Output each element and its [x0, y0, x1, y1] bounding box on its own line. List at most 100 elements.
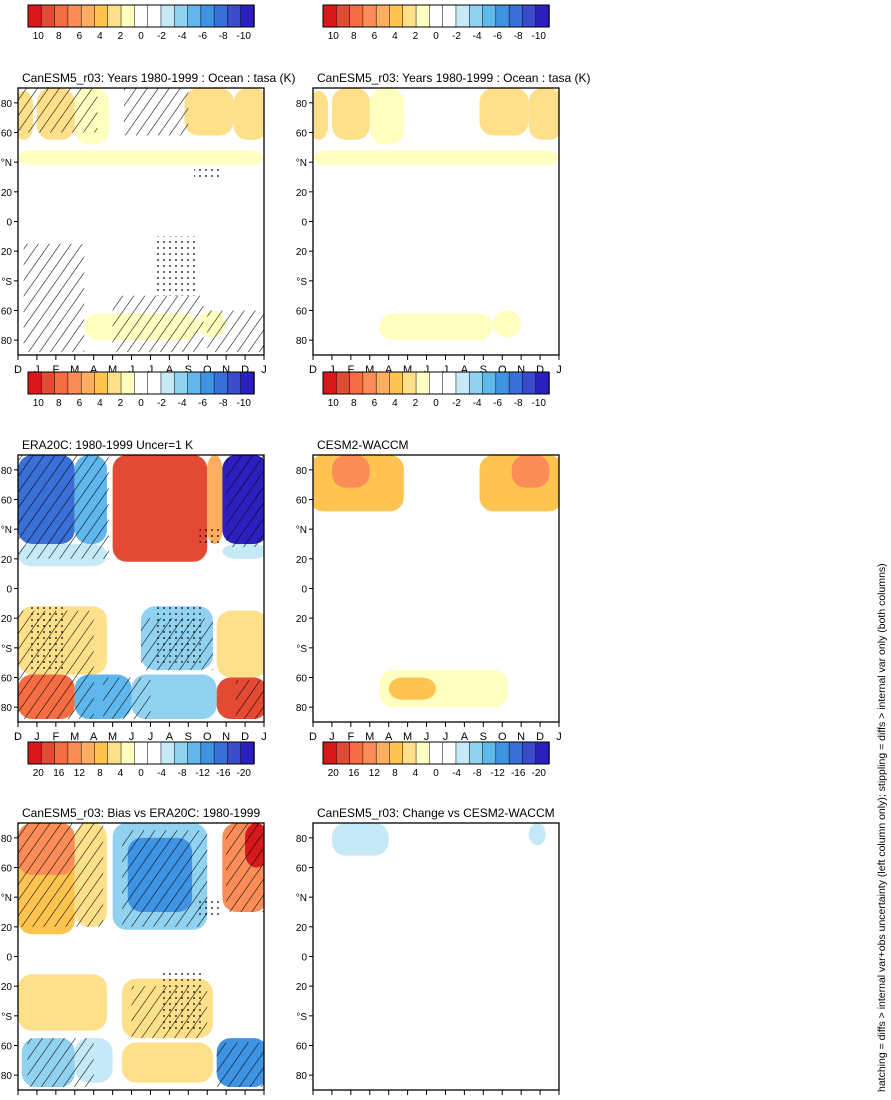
lat-label: 0	[301, 953, 307, 964]
colorbar-label: -4	[178, 31, 187, 42]
lat-label: °S	[296, 644, 307, 655]
colorbar-label: -20	[237, 768, 252, 779]
month-label: M	[403, 731, 412, 743]
month-label: M	[108, 364, 117, 376]
colorbar-swatch	[227, 371, 242, 395]
lat-label: 80	[296, 834, 308, 845]
lat-label: 60	[296, 496, 308, 507]
colorbar-label: 0	[138, 768, 144, 779]
month-label: N	[517, 364, 525, 376]
month-label: J	[556, 364, 562, 376]
lat-label: 60	[296, 129, 308, 140]
contour-region	[18, 974, 107, 1031]
colorbar-label: 4	[118, 768, 124, 779]
colorbar: 10 8 6 4 2 0 -2 -4 -6 -8 -10	[27, 4, 255, 42]
panel-title: CanESM5_r03: Years 1980-1999 : Ocean : t…	[317, 71, 591, 85]
colorbar-label: 8	[351, 31, 357, 42]
panel-title: CanESM5_r03: Years 1980-1999 : Ocean : t…	[22, 71, 296, 85]
colorbar-swatch	[27, 741, 43, 765]
colorbar-swatch	[402, 371, 417, 395]
month-label: M	[70, 731, 79, 743]
colorbar-label: 0	[138, 398, 144, 409]
colorbar: 10 8 6 4 2 0 -2 -4 -6 -8 -10	[322, 4, 550, 42]
contour-region	[492, 310, 522, 338]
month-label: O	[498, 364, 507, 376]
lat-label: °S	[1, 277, 12, 288]
colorbar: 10 8 6 4 2 0 -2 -4 -6 -8 -10	[27, 371, 255, 409]
colorbar-swatch	[482, 4, 497, 28]
colorbar-swatch	[375, 741, 391, 765]
colorbar-swatch	[362, 741, 377, 765]
colorbar-swatch	[240, 4, 255, 28]
colorbar-swatch	[240, 371, 255, 395]
lat-label: 60	[296, 674, 308, 685]
stippling-region	[193, 165, 223, 180]
contour-region	[313, 150, 559, 166]
colorbar-swatch	[147, 741, 162, 765]
colorbar-label: 16	[348, 768, 360, 779]
colorbar-label: -8	[473, 768, 482, 779]
colorbar-label: 10	[328, 398, 340, 409]
colorbar-swatch	[336, 741, 351, 765]
month-label: J	[261, 731, 267, 743]
colorbar-label: 2	[118, 31, 124, 42]
panel-title: CESM2-WACCM	[317, 438, 409, 452]
colorbar-swatch	[187, 371, 202, 395]
colorbar-swatch	[349, 4, 364, 28]
contour-region	[233, 88, 264, 140]
colorbar-swatch	[495, 4, 510, 28]
colorbar-label: 2	[413, 398, 419, 409]
colorbar-swatch	[147, 371, 162, 395]
colorbar-label: 2	[413, 31, 419, 42]
panel-bottom-right: DJFMAMJJASONDJ8060°N20020°S6080CanESM5_r…	[296, 741, 562, 1100]
colorbar-label: 8	[56, 31, 62, 42]
month-label: J	[261, 364, 267, 376]
hatching-region	[112, 295, 204, 353]
month-label: J	[129, 731, 135, 743]
colorbar-swatch	[54, 741, 69, 765]
colorbar-label: -12	[490, 768, 505, 779]
colorbar-swatch	[429, 371, 444, 395]
colorbar-label: 0	[433, 31, 439, 42]
month-label: N	[222, 731, 230, 743]
colorbar-label: -4	[178, 398, 187, 409]
panel-middle-right: D J F M A M J J A S O N D J8060°N20020°S6080CESM2-WAC…	[296, 371, 562, 743]
colorbar-label: -4	[452, 768, 461, 779]
lat-label: °N	[296, 893, 307, 904]
colorbar-swatch	[160, 741, 175, 765]
colorbar-swatch	[429, 4, 444, 28]
lat-label: 80	[296, 99, 308, 110]
colorbar-label: -12	[195, 768, 210, 779]
hatching-region	[18, 88, 98, 133]
month-label: D	[536, 364, 544, 376]
colorbar-label: 10	[33, 31, 45, 42]
lat-label: °S	[1, 644, 12, 655]
colorbar-swatch	[322, 4, 338, 28]
stippling-region	[27, 603, 66, 671]
contour-region	[511, 455, 550, 488]
hatching-region	[123, 88, 189, 136]
month-label: F	[52, 364, 59, 376]
lat-label: 20	[296, 247, 308, 258]
colorbar-swatch	[173, 741, 189, 765]
lat-label: 60	[1, 674, 13, 685]
colorbar-frame	[322, 4, 550, 28]
colorbar-swatch	[468, 4, 484, 28]
colorbar-label: 2	[118, 398, 124, 409]
colorbar-swatch	[227, 741, 242, 765]
colorbar-label: -10	[532, 398, 547, 409]
colorbar-swatch	[213, 741, 229, 765]
colorbar-label: 20	[328, 768, 340, 779]
colorbar-swatch	[213, 4, 229, 28]
lat-label: 60	[1, 864, 13, 875]
month-label: D	[241, 364, 249, 376]
colorbar-swatch	[134, 371, 149, 395]
month-label: F	[347, 364, 354, 376]
hatching-region	[226, 823, 264, 912]
month-label: F	[347, 731, 354, 743]
colorbar-label: 4	[97, 31, 103, 42]
hatching-region	[18, 823, 104, 927]
lat-label: 80	[1, 703, 13, 714]
colorbar-swatch	[495, 741, 510, 765]
